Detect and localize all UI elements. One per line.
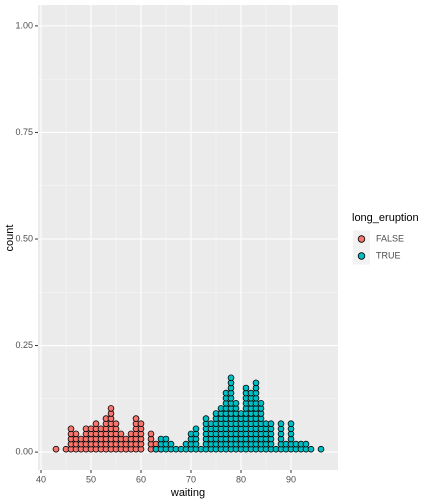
x-tick-label: 70 [186, 474, 196, 484]
x-tick-label: 50 [86, 474, 96, 484]
dot [287, 420, 295, 427]
x-tick-label: 60 [136, 474, 146, 484]
dot [167, 440, 175, 448]
dot [52, 445, 60, 453]
dot [132, 415, 140, 422]
panel [38, 5, 338, 470]
x-axis-title: waiting [170, 487, 205, 499]
y-tick-label: 1.00 [15, 20, 33, 30]
dot [92, 420, 100, 427]
dot [112, 420, 120, 427]
legend-label: FALSE [376, 233, 404, 243]
dot [257, 399, 265, 407]
legend-title: long_eruption [352, 212, 419, 224]
x-tick-label: 80 [236, 474, 246, 484]
dot [307, 445, 315, 453]
x-tick-label: 90 [286, 474, 296, 484]
dot [267, 420, 275, 427]
y-tick-label: 0.00 [15, 446, 33, 456]
dot [137, 420, 145, 427]
dot [302, 440, 310, 448]
dot [192, 425, 200, 433]
dot [202, 415, 210, 422]
legend-swatch [357, 252, 366, 260]
dot [232, 399, 240, 407]
dot [67, 425, 75, 433]
y-tick-label: 0.25 [15, 340, 33, 350]
dot [72, 430, 80, 438]
dot [162, 435, 170, 443]
dot [117, 430, 125, 438]
dot [317, 445, 325, 453]
y-tick-label: 0.75 [15, 127, 33, 137]
y-axis-title: count [4, 225, 16, 252]
dot [252, 379, 260, 387]
dot [277, 420, 285, 427]
x-tick-label: 40 [36, 474, 46, 484]
dot [227, 374, 235, 382]
legend-label: TRUE [376, 250, 401, 260]
dot [242, 384, 250, 392]
dot [147, 430, 155, 438]
dot [107, 405, 115, 412]
legend-swatch [357, 235, 366, 243]
y-tick-label: 0.50 [15, 233, 33, 243]
